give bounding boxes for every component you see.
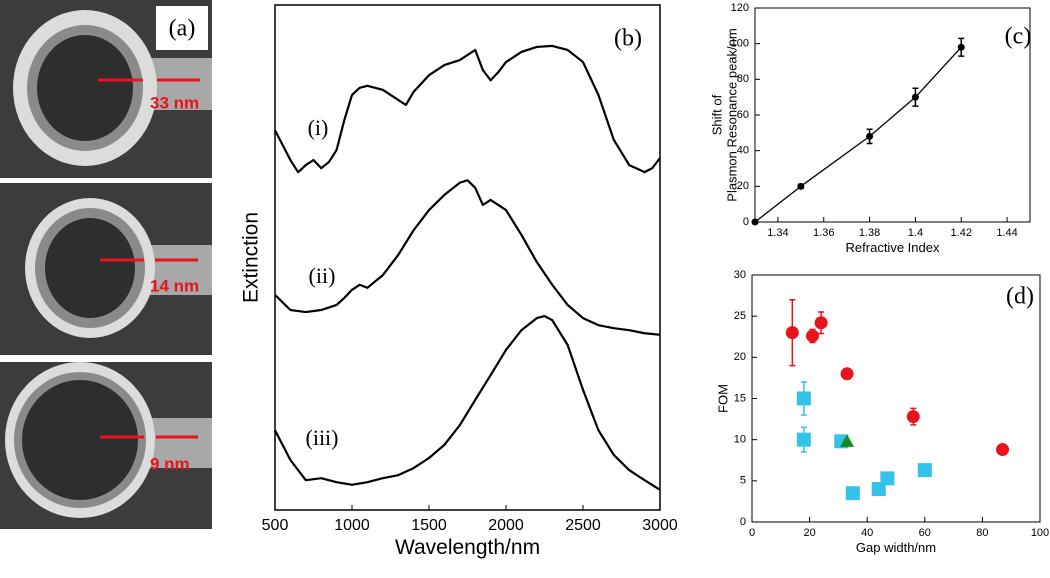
x-tick-label: 1.34 — [767, 227, 788, 239]
marker — [796, 432, 811, 447]
y-tick-label: 20 — [734, 351, 746, 363]
ring-inner — [22, 380, 138, 500]
gap-strip — [150, 418, 212, 468]
x-tick-label: 100 — [1031, 527, 1049, 539]
x-axis-label: Gap width/nm — [856, 540, 936, 555]
x-tick-label: 1.36 — [813, 227, 834, 239]
marker — [814, 316, 828, 330]
y-tick-label: 60 — [737, 109, 749, 121]
y-tick-label: 10 — [734, 434, 746, 446]
panel-label: (a) — [169, 16, 196, 42]
y-axis-label: Shift of — [709, 94, 724, 135]
marker — [917, 463, 932, 478]
marker — [845, 486, 860, 501]
marker — [880, 471, 895, 486]
x-tick-label: 80 — [976, 527, 988, 539]
marker — [805, 329, 819, 343]
y-tick-label: 15 — [734, 392, 746, 404]
series-line — [274, 44, 661, 174]
y-tick-label: 0 — [743, 216, 749, 228]
x-tick-label: 0 — [749, 527, 755, 539]
x-tick-label: 1.4 — [908, 227, 923, 239]
series-line — [754, 46, 962, 223]
y-tick-label: 20 — [737, 180, 749, 192]
plot-frame — [274, 4, 661, 511]
series-label: (i) — [308, 115, 329, 140]
marker — [797, 182, 805, 190]
y-tick-label: 30 — [734, 269, 746, 281]
marker — [796, 391, 811, 406]
marker — [785, 326, 799, 340]
y-axis-label: FOM — [715, 384, 730, 413]
marker — [957, 43, 965, 51]
plot-frame — [751, 274, 1041, 523]
x-tick-label: 60 — [919, 527, 931, 539]
x-tick-label: 2000 — [488, 517, 524, 534]
marker — [866, 132, 874, 140]
x-tick-label: 1.42 — [951, 227, 972, 239]
gap-strip — [150, 58, 212, 110]
marker — [840, 434, 855, 447]
gap-strip — [148, 245, 212, 295]
gap-arrows — [98, 78, 200, 439]
y-tick-label: 80 — [737, 73, 749, 85]
y-tick-label: 40 — [737, 145, 749, 157]
y-tick-label: 25 — [734, 310, 746, 322]
series-line — [274, 179, 661, 336]
x-tick-label: 1500 — [411, 517, 447, 534]
label-box — [156, 6, 208, 50]
marker — [751, 218, 759, 226]
x-tick-label: 2500 — [565, 517, 601, 534]
ring-inner — [37, 35, 133, 141]
panel-label: (d) — [1006, 284, 1034, 310]
y-tick-label: 0 — [740, 516, 746, 528]
series-label: (ii) — [309, 263, 336, 288]
x-tick-label: 1.44 — [996, 227, 1017, 239]
x-axis-label: Wavelength/nm — [395, 536, 540, 559]
marker — [871, 482, 886, 497]
gap-label: 9 nm — [150, 454, 190, 473]
panel-label: (c) — [1005, 24, 1032, 50]
panel-label: (b) — [614, 26, 642, 52]
marker — [906, 410, 920, 424]
y-tick-label: 120 — [731, 2, 749, 14]
x-tick-label: 1.38 — [859, 227, 880, 239]
y-tick-label: 100 — [731, 38, 749, 50]
y-tick-label: 5 — [740, 475, 746, 487]
ring-inner — [45, 218, 135, 318]
marker — [840, 367, 854, 381]
panel-a: 33 nm 14 nm 9 nm (a) — [0, 0, 212, 529]
marker — [996, 443, 1010, 457]
marker — [911, 93, 919, 101]
gap-label: 33 nm — [150, 93, 199, 112]
series-label: (iii) — [306, 425, 339, 450]
y-axis-label: Plasmon Resonance peak/nm — [724, 28, 739, 201]
y-axis-label: Extinction — [240, 212, 263, 303]
x-tick-label: 500 — [262, 517, 289, 534]
x-tick-label: 1000 — [334, 517, 370, 534]
x-axis-label: Refractive Index — [846, 240, 940, 255]
x-tick-label: 20 — [803, 527, 815, 539]
series-line — [274, 314, 661, 491]
gap-label: 14 nm — [150, 276, 199, 295]
x-tick-label: 3000 — [642, 517, 678, 534]
x-tick-label: 40 — [861, 527, 873, 539]
